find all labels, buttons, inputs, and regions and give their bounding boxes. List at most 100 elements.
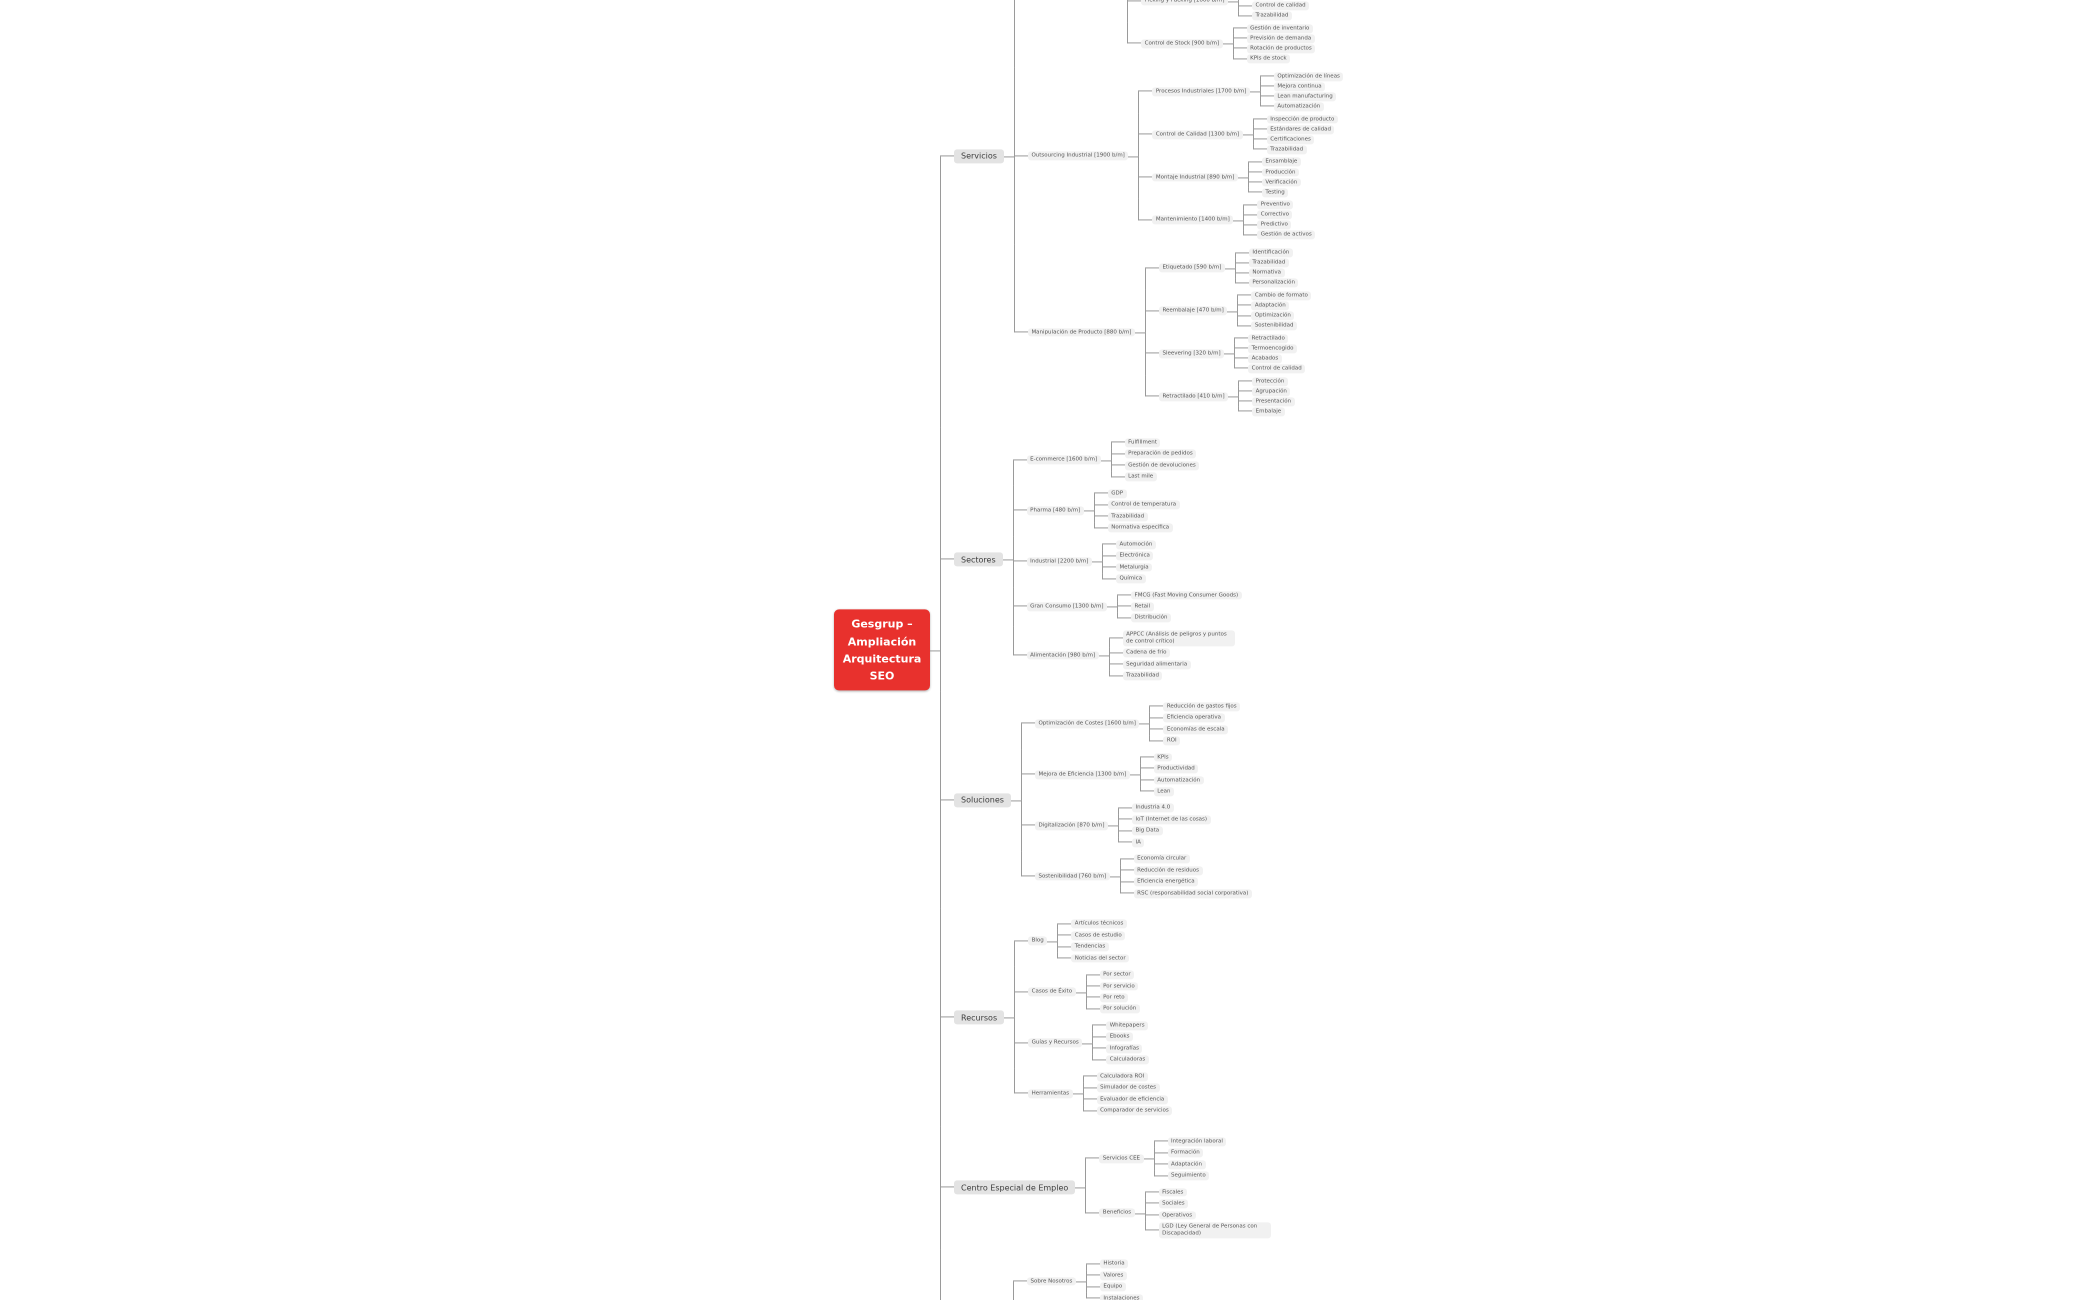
node-label[interactable]: Casos de Éxito xyxy=(1028,987,1076,997)
node-label[interactable]: Automoción xyxy=(1115,540,1156,549)
node-label[interactable]: Cadena de frío xyxy=(1122,648,1171,658)
node-label[interactable]: Protección xyxy=(1252,377,1288,386)
node-label[interactable]: Casos de estudio xyxy=(1071,931,1126,940)
node-label[interactable]: Trazabilidad xyxy=(1107,512,1148,522)
node-label[interactable]: Inspección de producto xyxy=(1266,115,1338,124)
node-label[interactable]: Fulfillment xyxy=(1124,438,1161,448)
node-label[interactable]: Lean xyxy=(1153,787,1174,797)
node-label[interactable]: Retail xyxy=(1131,602,1154,612)
node-label[interactable]: Rotación de productos xyxy=(1246,44,1316,54)
node-label[interactable]: Calculadoras xyxy=(1106,1055,1149,1065)
node-label[interactable]: Seguimiento xyxy=(1167,1171,1210,1181)
node-label[interactable]: Servicios CEE xyxy=(1099,1154,1144,1164)
node-label[interactable]: Valores xyxy=(1099,1271,1127,1281)
node-label[interactable]: Testing xyxy=(1261,188,1289,197)
node-label[interactable]: Sleevering [320 b/m] xyxy=(1158,349,1225,359)
node-label[interactable]: Gestión de devoluciones xyxy=(1124,461,1200,471)
node-label[interactable]: Por sector xyxy=(1099,970,1135,980)
node-label[interactable]: KPIs xyxy=(1153,753,1173,762)
node-label[interactable]: Optimización de líneas xyxy=(1273,72,1344,82)
node-label[interactable]: Mejora continua xyxy=(1273,82,1326,92)
node-label[interactable]: Cambio de formato xyxy=(1251,291,1312,301)
node-label[interactable]: Sostenibilidad xyxy=(1251,321,1298,331)
node-label[interactable]: Automatización xyxy=(1273,102,1324,112)
node-label[interactable]: Trazabilidad xyxy=(1122,671,1163,681)
node-label[interactable]: Soluciones xyxy=(954,793,1011,808)
node-label[interactable]: Control de calidad xyxy=(1248,364,1306,374)
node-label[interactable]: Infografías xyxy=(1106,1044,1143,1054)
node-label[interactable]: Retractilado [410 b/m] xyxy=(1158,392,1229,402)
node-label[interactable]: Evaluador de eficiencia xyxy=(1096,1095,1168,1105)
node-label[interactable]: Herramientas xyxy=(1028,1089,1073,1099)
node-label[interactable]: Centro Especial de Empleo xyxy=(954,1180,1076,1195)
node-label[interactable]: Predictivo xyxy=(1257,220,1292,230)
node-label[interactable]: Gran Consumo [1300 b/m] xyxy=(1026,602,1108,612)
node-label[interactable]: Integración laboral xyxy=(1167,1137,1227,1146)
node-label[interactable]: RSC (responsabilidad social corporativa) xyxy=(1133,889,1252,899)
node-label[interactable]: LGD (Ley General de Personas con Discapa… xyxy=(1158,1222,1271,1239)
node-label[interactable]: Reducción de gastos fijos xyxy=(1163,702,1241,711)
node-label[interactable]: Seguridad alimentaria xyxy=(1122,660,1191,670)
node-label[interactable]: Trazabilidad xyxy=(1248,258,1289,268)
node-label[interactable]: Outsourcing Industrial [1900 b/m] xyxy=(1027,151,1129,161)
node-label[interactable]: Identificación xyxy=(1248,248,1293,258)
node-label[interactable]: Producción xyxy=(1261,167,1300,177)
node-label[interactable]: Economía circular xyxy=(1133,854,1190,864)
node-label[interactable]: Automatización xyxy=(1153,775,1204,785)
node-label[interactable]: Big Data xyxy=(1131,826,1163,836)
node-label[interactable]: Distribución xyxy=(1131,613,1171,623)
node-label[interactable]: Reembalaje [470 b/m] xyxy=(1158,306,1228,316)
node-label[interactable]: Alimentación [980 b/m] xyxy=(1026,651,1099,660)
node-label[interactable]: Sectores xyxy=(954,552,1003,567)
node-label[interactable]: Eficiencia energética xyxy=(1133,877,1199,887)
node-label[interactable]: Control de Stock [900 b/m] xyxy=(1141,39,1223,49)
node-label[interactable]: Retractilado xyxy=(1248,334,1289,344)
node-label[interactable]: Whitepapers xyxy=(1106,1021,1149,1031)
node-label[interactable]: Servicios xyxy=(954,148,1004,163)
node-label[interactable]: Lean manufacturing xyxy=(1273,92,1337,102)
node-label[interactable]: Tendencias xyxy=(1071,942,1109,952)
node-label[interactable]: Preparación de pedidos xyxy=(1124,449,1197,459)
node-label[interactable]: Termoencogido xyxy=(1248,344,1297,354)
node-label[interactable]: Manipulación de Producto [880 b/m] xyxy=(1027,327,1135,337)
node-label[interactable]: Simulador de costes xyxy=(1096,1083,1160,1093)
node-label[interactable]: APPCC (Análisis de peligros y puntos de … xyxy=(1122,630,1235,647)
node-label[interactable]: Estándares de calidad xyxy=(1266,125,1335,134)
node-label[interactable]: IoT (Internet de las cosas) xyxy=(1131,815,1211,825)
node-label[interactable]: Comparador de servicios xyxy=(1096,1106,1173,1116)
node-label[interactable]: Mejora de Eficiencia [1300 b/m] xyxy=(1034,770,1130,780)
node-label[interactable]: Control de Calidad [1300 b/m] xyxy=(1152,130,1243,139)
node-label[interactable]: Picking y Packing [1600 b/m] xyxy=(1141,0,1228,6)
node-label[interactable]: Artículos técnicos xyxy=(1071,919,1127,929)
node-label[interactable]: Agrupación xyxy=(1252,387,1291,397)
node-label[interactable]: FMCG (Fast Moving Consumer Goods) xyxy=(1131,590,1242,600)
node-label[interactable]: Ensamblaje xyxy=(1261,157,1301,167)
node-label[interactable]: IA xyxy=(1131,838,1145,848)
node-label[interactable]: Equipo xyxy=(1099,1282,1126,1292)
node-label[interactable]: Preventivo xyxy=(1257,200,1294,210)
node-label[interactable]: Electrónica xyxy=(1115,551,1154,561)
node-label[interactable]: Trazabilidad xyxy=(1266,145,1307,155)
node-label[interactable]: Adaptación xyxy=(1167,1160,1206,1169)
node-label[interactable]: Presentación xyxy=(1252,397,1295,407)
node-label[interactable]: Por reto xyxy=(1099,993,1129,1003)
node-label[interactable]: Pharma [480 b/m] xyxy=(1026,506,1084,516)
node-label[interactable]: Montaje Industrial [890 b/m] xyxy=(1152,172,1238,182)
node-label[interactable]: Normativa xyxy=(1248,268,1285,278)
node-label[interactable]: Industria 4.0 xyxy=(1131,803,1174,813)
node-label[interactable]: Productividad xyxy=(1153,764,1199,774)
node-label[interactable]: Control de temperatura xyxy=(1107,500,1180,510)
node-label[interactable]: Trazabilidad xyxy=(1252,11,1292,21)
node-label[interactable]: Eficiencia operativa xyxy=(1163,713,1225,723)
node-label[interactable]: ROI xyxy=(1163,736,1181,746)
node-label[interactable]: Digitalización [870 b/m] xyxy=(1034,821,1108,830)
node-label[interactable]: Metalurgia xyxy=(1115,563,1153,572)
node-label[interactable]: GDP xyxy=(1107,489,1127,499)
node-label[interactable]: Química xyxy=(1115,574,1146,584)
node-label[interactable]: Last mile xyxy=(1124,472,1157,482)
node-label[interactable]: Gestión de activos xyxy=(1257,230,1316,240)
node-label[interactable]: Operativos xyxy=(1158,1210,1196,1220)
node-label[interactable]: Noticias del sector xyxy=(1071,954,1130,963)
node-label[interactable]: KPIs de stock xyxy=(1246,54,1291,64)
node-label[interactable]: Recursos xyxy=(954,1010,1005,1025)
